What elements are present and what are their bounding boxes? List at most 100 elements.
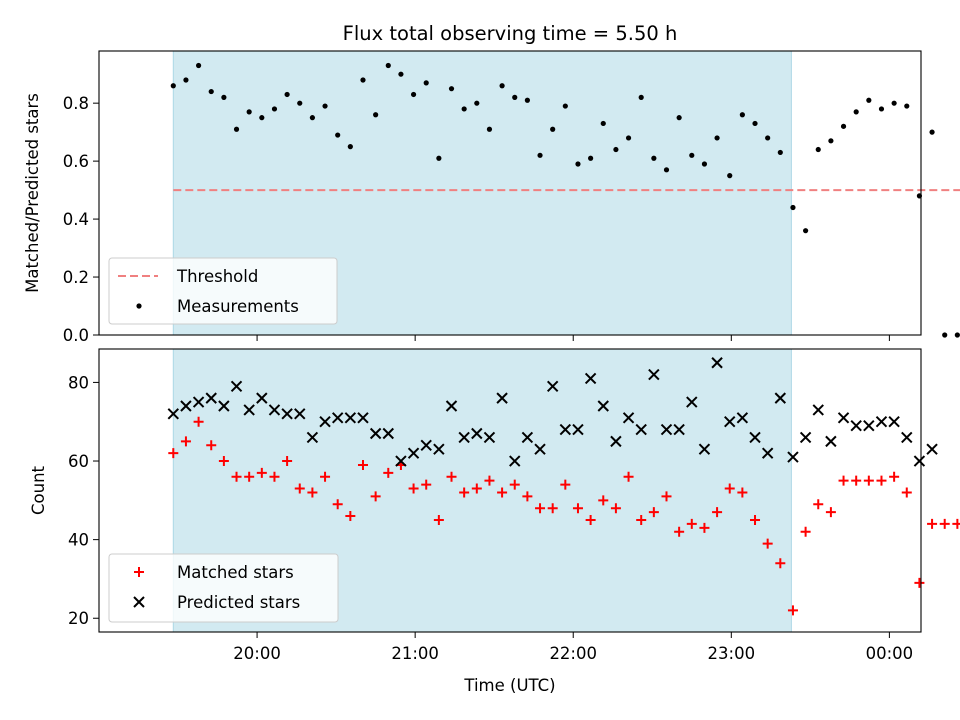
measurement-point	[676, 115, 682, 121]
matched-star-point	[433, 514, 444, 525]
predicted-star-point	[787, 451, 799, 463]
measurement-point	[613, 146, 619, 153]
predicted-star-point	[559, 423, 572, 436]
measurement-point	[347, 144, 353, 150]
measurement-point	[803, 228, 809, 234]
measurement-point	[537, 152, 543, 158]
predicted-star-point	[698, 443, 711, 455]
matched-star-point	[560, 479, 571, 490]
matched-star-point	[825, 507, 836, 518]
measurement-point	[727, 173, 733, 179]
matched-star-point	[901, 487, 912, 498]
matched-star-point	[889, 471, 900, 482]
top-x-ticks	[256, 335, 890, 341]
measurement-point	[322, 103, 328, 109]
predicted-star-point	[622, 412, 635, 424]
y-tick-label: 40	[68, 531, 89, 550]
measurement-point	[777, 149, 783, 156]
matched-star-point	[787, 605, 798, 616]
predicted-star-point	[281, 408, 293, 420]
predicted-stars-points	[167, 358, 938, 467]
predicted-star-point	[243, 404, 255, 416]
y-tick-label: 0.6	[63, 152, 89, 171]
predicted-star-point	[294, 408, 306, 420]
measurement-point	[600, 120, 606, 127]
predicted-star-point	[180, 400, 192, 412]
y-tick-label: 80	[68, 373, 89, 392]
matched-star-point	[939, 518, 950, 529]
predicted-star-point	[433, 443, 445, 455]
matched-star-point	[370, 491, 381, 502]
measurement-point	[625, 135, 632, 141]
top-legend: Threshold Measurements	[108, 257, 338, 325]
x-tick-label: 20:00	[233, 644, 281, 663]
measurement-point	[550, 126, 556, 132]
matched-star-point	[598, 495, 609, 506]
matched-stars-points	[168, 416, 960, 616]
measurement-point	[373, 112, 379, 118]
matched-star-point	[914, 577, 925, 588]
measurement-point	[297, 100, 303, 106]
predicted-star-point	[597, 400, 609, 412]
top-y-axis: 0.0 0.2 0.4 0.6 0.8	[63, 94, 99, 345]
matched-star-point	[332, 499, 343, 510]
measurement-point	[335, 132, 341, 138]
measurement-point	[271, 106, 278, 112]
measurement-point	[588, 155, 594, 161]
measurement-point	[853, 109, 859, 115]
matched-star-point	[244, 471, 255, 482]
measurement-points	[170, 62, 960, 338]
matched-star-point	[345, 511, 356, 522]
predicted-star-point	[546, 380, 559, 393]
matched-star-point	[535, 503, 546, 514]
matched-star-point	[421, 479, 432, 490]
matched-star-point	[231, 471, 242, 482]
top-axes-frame	[98, 50, 922, 336]
measurement-point	[309, 115, 316, 121]
predicted-star-point	[749, 431, 761, 444]
predicted-star-point	[167, 408, 180, 420]
matched-star-point	[813, 499, 824, 510]
bottom-legend-box	[108, 553, 339, 623]
legend-measurements-label: Measurements	[177, 297, 299, 316]
matched-star-point	[206, 440, 217, 451]
y-tick-label: 60	[68, 452, 89, 471]
legend-predicted-swatch	[133, 596, 145, 608]
bottom-x-axis: 20:0021:0022:0023:0000:0001:0002:0003:00…	[233, 632, 913, 663]
measurement-point	[929, 129, 935, 135]
legend-threshold-label: Threshold	[176, 267, 258, 286]
predicted-star-point	[901, 431, 913, 444]
legend-x-marker	[133, 596, 145, 608]
predicted-star-point	[572, 423, 584, 436]
predicted-star-point	[673, 423, 685, 436]
matched-star-point	[357, 459, 368, 470]
predicted-star-point	[521, 431, 534, 444]
predicted-star-point	[205, 392, 217, 404]
y-tick-label: 0.2	[63, 268, 89, 287]
measurement-point	[954, 332, 960, 338]
measurement-point	[360, 77, 366, 83]
predicted-star-point	[420, 439, 432, 452]
matched-star-point	[863, 475, 874, 486]
matched-star-point	[737, 487, 748, 498]
matched-star-point	[471, 483, 482, 494]
measurement-point	[866, 97, 872, 103]
matched-star-point	[876, 475, 887, 486]
matched-star-point	[193, 416, 204, 427]
predicted-star-point	[395, 455, 407, 467]
matched-star-point	[636, 514, 647, 525]
measurement-point	[663, 167, 670, 173]
measurement-point	[790, 204, 796, 211]
matched-star-point	[446, 471, 457, 482]
matched-star-point	[724, 483, 735, 494]
y-tick-label: 0.4	[63, 210, 89, 229]
measurement-point	[512, 94, 518, 100]
predicted-star-point	[256, 392, 268, 404]
predicted-star-point	[610, 435, 622, 448]
y-tick-label: 0.0	[63, 326, 89, 345]
predicted-star-point	[192, 396, 205, 408]
legend-measurements-swatch	[136, 303, 142, 309]
matched-star-point	[699, 522, 710, 533]
measurement-point	[195, 62, 202, 69]
